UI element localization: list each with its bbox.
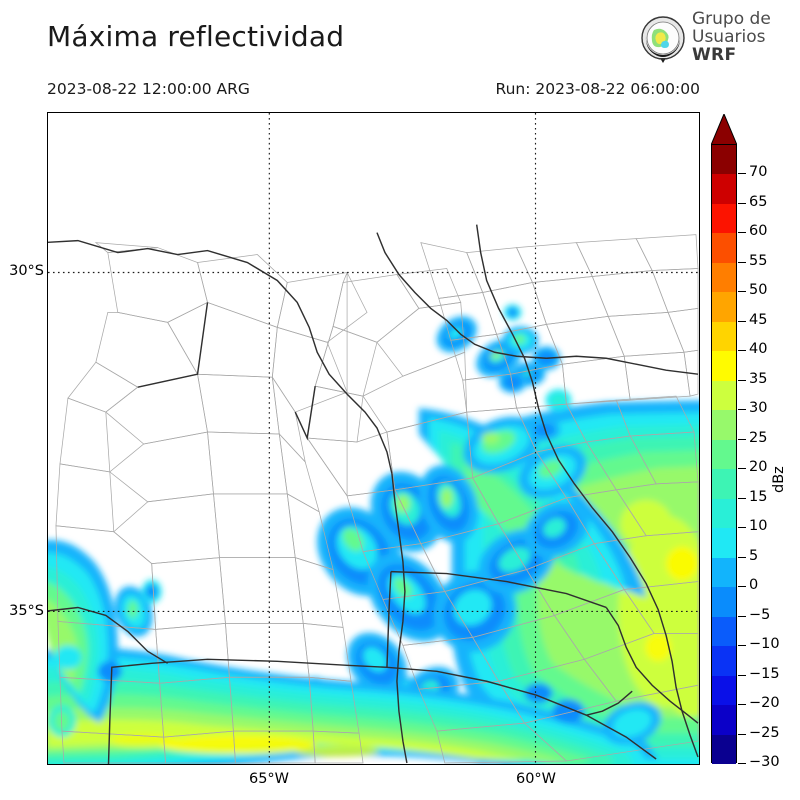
colorbar-tick-label-45: 45 xyxy=(749,311,768,328)
colorbar-tick-label-0: 0 xyxy=(749,577,759,594)
colorbar-tick--5 xyxy=(738,615,746,617)
colorbar-tick-label-30: 30 xyxy=(749,400,768,417)
valid-time-label: 2023-08-22 12:00:00 ARG xyxy=(47,80,250,98)
colorbar-tick-label--10: −10 xyxy=(749,636,780,653)
colorbar-band-60 xyxy=(712,203,736,234)
x-axis-tick-60W: 60°W xyxy=(515,771,557,787)
colorbar-tick-65 xyxy=(738,202,746,204)
colorbar-tick-label-60: 60 xyxy=(749,223,768,240)
colorbar-band-50 xyxy=(712,262,736,293)
colorbar-tick-label--30: −30 xyxy=(749,754,780,770)
colorbar-tick-0 xyxy=(738,586,746,588)
colorbar-tick-label-65: 65 xyxy=(749,193,768,210)
colorbar-band-55 xyxy=(712,233,736,263)
colorbar-tick-30 xyxy=(738,409,746,411)
colorbar-unit-label: dBz xyxy=(771,466,787,493)
colorbar-band-20 xyxy=(712,439,736,470)
y-axis-tick-30S: 30°S xyxy=(9,263,44,279)
colorbar-tick-5 xyxy=(738,556,746,558)
logo-text: Grupo de Usuarios WRF xyxy=(692,10,771,64)
colorbar-band--10 xyxy=(712,616,736,647)
colorbar-gradient xyxy=(711,144,737,764)
colorbar-band--25 xyxy=(712,705,736,735)
map-plot-area[interactable] xyxy=(47,112,700,765)
colorbar-band-70 xyxy=(712,145,736,175)
colorbar-band-65 xyxy=(712,174,736,204)
y-axis-tick-35S: 35°S xyxy=(9,603,44,619)
colorbar-band-40 xyxy=(712,321,736,352)
colorbar-band-30 xyxy=(712,380,736,411)
province-boundaries xyxy=(48,224,699,764)
colorbar-band-45 xyxy=(712,292,736,322)
logo: Grupo de Usuarios WRF xyxy=(638,10,798,68)
colorbar-tick--10 xyxy=(738,645,746,647)
colorbar-band-10 xyxy=(712,498,736,529)
colorbar-tick-label-5: 5 xyxy=(749,547,759,564)
colorbar-band-0 xyxy=(712,557,736,588)
x-axis-tick-65W: 65°W xyxy=(248,771,290,787)
colorbar-tick-label--5: −5 xyxy=(749,606,771,623)
colorbar-band-15 xyxy=(712,469,736,499)
colorbar: 70 65 60 55 50 45 40 35 30 25 20 15 10 5 0 −5 −10 −15 −20−… xyxy=(711,113,799,773)
colorbar-tick--30 xyxy=(738,763,746,764)
colorbar-tick-label--25: −25 xyxy=(749,724,780,741)
reflectivity-field xyxy=(48,304,699,764)
colorbar-tick-70 xyxy=(738,173,746,175)
colorbar-tick-label-55: 55 xyxy=(749,252,768,269)
logo-line-3: WRF xyxy=(692,45,737,66)
colorbar-band--20 xyxy=(712,675,736,706)
colorbar-tick-label-35: 35 xyxy=(749,370,768,387)
colorbar-tick-label--15: −15 xyxy=(749,665,780,682)
run-time-label: Run: 2023-08-22 06:00:00 xyxy=(495,80,701,98)
colorbar-tick-label-20: 20 xyxy=(749,459,768,476)
colorbar-tick--20 xyxy=(738,704,746,706)
reflectivity-map xyxy=(48,113,699,764)
colorbar-tick-55 xyxy=(738,261,746,263)
page-title: Máxima reflectividad xyxy=(47,20,345,53)
logo-line-2: Usuarios xyxy=(692,27,766,48)
colorbar-tick-35 xyxy=(738,379,746,381)
colorbar-tick-label-25: 25 xyxy=(749,429,768,446)
department-boundaries xyxy=(55,234,699,764)
colorbar-tick-label-10: 10 xyxy=(749,518,768,535)
colorbar-band-25 xyxy=(712,410,736,440)
colorbar-tick-20 xyxy=(738,468,746,470)
colorbar-band--15 xyxy=(712,646,736,676)
colorbar-tick-label--20: −20 xyxy=(749,695,780,712)
colorbar-tick-label-50: 50 xyxy=(749,282,768,299)
colorbar-tick-50 xyxy=(738,291,746,293)
colorbar-tick--25 xyxy=(738,733,746,735)
colorbar-band--30 xyxy=(712,734,736,764)
logo-line-1: Grupo de xyxy=(692,9,771,29)
graticule xyxy=(48,113,699,764)
colorbar-tick-label-40: 40 xyxy=(749,341,768,358)
colorbar-tick-label-70: 70 xyxy=(749,164,768,181)
colorbar-band--5 xyxy=(712,587,736,617)
colorbar-tick-40 xyxy=(738,350,746,352)
colorbar-tick-60 xyxy=(738,232,746,234)
colorbar-tick-25 xyxy=(738,438,746,440)
colorbar-tick-10 xyxy=(738,527,746,529)
colorbar-band-35 xyxy=(712,351,736,381)
colorbar-band-5 xyxy=(712,528,736,558)
colorbar-extend-arrow xyxy=(711,114,737,145)
colorbar-tick-15 xyxy=(738,497,746,499)
colorbar-tick-45 xyxy=(738,320,746,322)
colorbar-tick-label-15: 15 xyxy=(749,488,768,505)
colorbar-tick--15 xyxy=(738,674,746,676)
globe-emblem-icon xyxy=(641,16,685,63)
